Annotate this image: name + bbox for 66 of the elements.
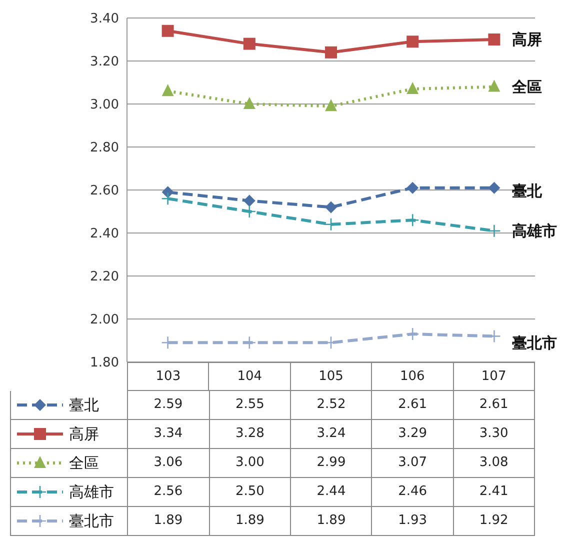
data-label: 1.89 [290,507,372,535]
legend-label: 臺北市 [69,512,114,530]
point [325,99,337,112]
data-label: 2.44 [290,478,372,506]
text: 臺北 [512,182,542,200]
data-label: 1.89 [208,507,290,535]
point [488,34,500,46]
data-label: 2.41 [452,478,534,506]
data-label: 1.93 [371,507,453,535]
data-label: 1.89 [152,512,184,530]
point [242,204,256,218]
point [488,80,500,92]
y-tick-label: 1.80 [90,356,119,371]
data-label: 3.07 [371,449,453,477]
y-tick-label: 3.20 [90,54,119,70]
data-label: 1.92 [452,507,534,535]
data-label: 3.34 [152,425,184,443]
data-label: 2.59 [152,396,184,414]
x-tick-label: 103 [154,368,182,386]
legend-label: 全區 [69,454,99,472]
y-tick-label: 2.40 [90,226,119,242]
data-label: 2.61 [452,391,534,419]
data-label: 2.61 [371,391,453,419]
y-tick-label: 3.00 [90,98,119,113]
text: 高屏 [512,30,542,48]
y-tick-label: 2.20 [90,270,119,285]
x-tick-label: 107 [452,363,534,390]
text: 高雄市 [512,222,558,240]
legend-label: 臺北 [69,396,99,414]
point [406,36,419,48]
y-tick-label: 2.00 [90,312,119,328]
point [406,82,419,94]
data-label: 3.08 [452,449,534,477]
data-label: 2.46 [371,478,453,506]
point [243,194,256,207]
data-label: 3.06 [152,454,184,472]
point [325,46,337,58]
data-label: 3.24 [290,420,372,448]
x-tick-label: 106 [371,363,453,390]
point [406,327,420,341]
point [488,224,501,238]
data-label: 2.56 [152,483,184,501]
data-label: 2.50 [208,478,290,506]
data-label: 3.28 [208,420,290,448]
text: 全區 [512,78,542,96]
data-label: 3.00 [208,449,290,477]
data-label: 2.99 [290,449,372,477]
point [243,38,256,50]
data-label: 3.29 [371,420,453,448]
x-tick-label: 104 [208,363,290,390]
text: 臺北市 [512,334,558,352]
point [488,182,500,194]
y-tick-label: 2.80 [90,140,119,156]
point [406,182,419,194]
x-tick-label: 105 [290,363,372,390]
point [162,24,174,37]
y-tick-label: 3.40 [90,12,119,27]
y-tick-label: 2.60 [90,184,119,199]
data-label: 3.30 [452,420,534,448]
legend-label: 高雄市 [69,482,114,502]
point [243,97,256,109]
point [325,201,337,214]
legend-label: 高屏 [69,424,99,444]
point [162,84,174,96]
data-label: 2.52 [290,391,372,419]
data-label: 2.55 [208,391,290,419]
